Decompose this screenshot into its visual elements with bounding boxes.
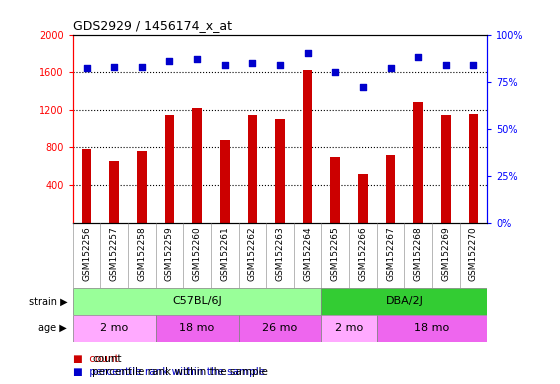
Text: GSM152267: GSM152267	[386, 226, 395, 281]
Point	[441, 61, 450, 68]
Text: strain ▶: strain ▶	[29, 296, 67, 306]
Text: GSM152265: GSM152265	[331, 226, 340, 281]
Bar	[441, 116, 451, 223]
Bar	[413, 102, 423, 223]
Bar	[303, 70, 312, 223]
Text: 2 mo: 2 mo	[100, 323, 128, 333]
Bar	[82, 149, 91, 223]
Bar	[275, 119, 285, 223]
Bar	[109, 161, 119, 223]
Bar	[386, 155, 395, 223]
Point	[137, 63, 146, 70]
Point	[303, 50, 312, 56]
Text: GSM152258: GSM152258	[137, 226, 146, 281]
Point	[276, 61, 284, 68]
Bar	[330, 157, 340, 223]
Text: ■  percentile rank within the sample: ■ percentile rank within the sample	[73, 367, 265, 377]
Text: count: count	[92, 354, 122, 364]
Point	[386, 65, 395, 71]
Bar	[73, 315, 156, 342]
Bar	[137, 151, 147, 223]
Text: GSM152256: GSM152256	[82, 226, 91, 281]
Text: GSM152270: GSM152270	[469, 226, 478, 281]
Bar	[321, 288, 487, 315]
Text: DBA/2J: DBA/2J	[385, 296, 423, 306]
Bar	[321, 315, 377, 342]
Point	[220, 61, 229, 68]
Point	[193, 56, 202, 62]
Point	[82, 65, 91, 71]
Text: age ▶: age ▶	[39, 323, 67, 333]
Point	[358, 84, 367, 90]
Bar	[220, 140, 230, 223]
Text: GSM152260: GSM152260	[193, 226, 202, 281]
Bar	[358, 174, 368, 223]
Bar	[156, 315, 239, 342]
Text: 18 mo: 18 mo	[180, 323, 214, 333]
Point	[248, 60, 257, 66]
Text: GSM152259: GSM152259	[165, 226, 174, 281]
Text: ■  count: ■ count	[73, 354, 119, 364]
Point	[110, 63, 119, 70]
Text: GSM152269: GSM152269	[441, 226, 450, 281]
Point	[414, 54, 423, 60]
Text: GSM152261: GSM152261	[220, 226, 229, 281]
Text: 2 mo: 2 mo	[335, 323, 363, 333]
Bar	[469, 114, 478, 223]
Text: C57BL/6J: C57BL/6J	[172, 296, 222, 306]
Point	[469, 61, 478, 68]
Bar	[239, 315, 321, 342]
Text: GSM152262: GSM152262	[248, 226, 257, 281]
Text: GSM152264: GSM152264	[303, 226, 312, 281]
Bar	[377, 315, 487, 342]
Text: GSM152263: GSM152263	[276, 226, 284, 281]
Text: GSM152266: GSM152266	[358, 226, 367, 281]
Text: 26 mo: 26 mo	[263, 323, 297, 333]
Text: percentile rank within the sample: percentile rank within the sample	[92, 367, 268, 377]
Text: 18 mo: 18 mo	[414, 323, 450, 333]
Bar	[73, 288, 321, 315]
Text: GSM152257: GSM152257	[110, 226, 119, 281]
Bar	[192, 108, 202, 223]
Text: GSM152268: GSM152268	[414, 226, 423, 281]
Text: GDS2929 / 1456174_x_at: GDS2929 / 1456174_x_at	[73, 19, 232, 32]
Bar	[165, 116, 174, 223]
Point	[331, 69, 340, 75]
Point	[165, 58, 174, 64]
Bar	[248, 116, 257, 223]
